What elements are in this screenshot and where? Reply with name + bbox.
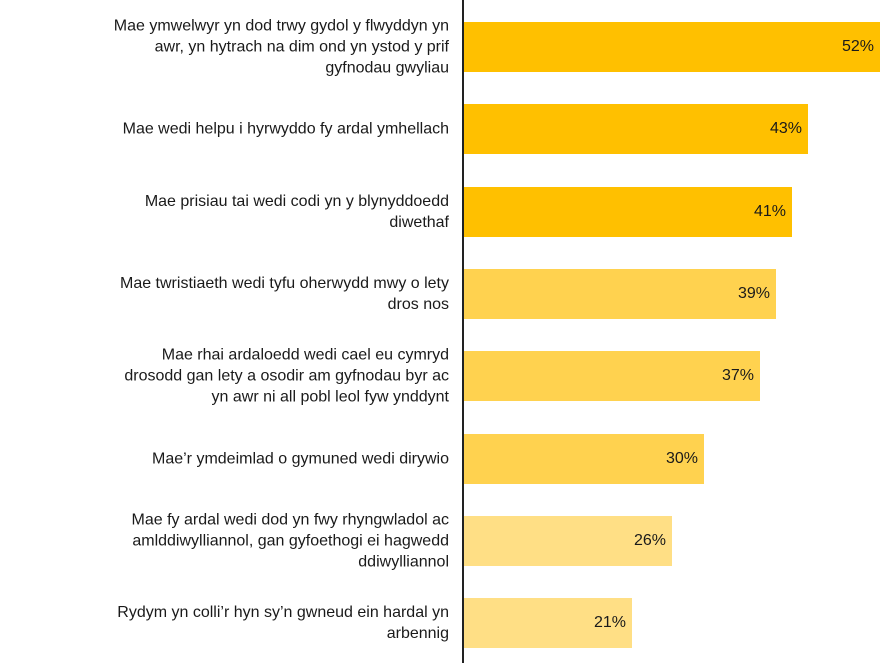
value-label: 37% — [721, 367, 754, 385]
category-label: Mae prisiau tai wedi codi yn y blynyddoe… — [144, 192, 449, 231]
value-label: 52% — [841, 38, 874, 56]
bar — [464, 351, 760, 402]
category-label: Mae fy ardal wedi dod yn fwy rhyngwladol… — [131, 511, 450, 571]
category-label: Mae ymwelwyr yn dod trwy gydol y flwyddy… — [113, 17, 449, 77]
category-label: Mae rhai ardaloedd wedi cael eu cymryd d… — [124, 346, 449, 406]
bar — [464, 22, 880, 73]
category-label: Mae twristiaeth wedi tyfu oherwydd mwy o… — [119, 275, 449, 314]
category-label: Mae wedi helpu i hyrwyddo fy ardal ymhel… — [122, 120, 449, 138]
bar — [464, 598, 632, 649]
bar — [464, 269, 776, 320]
value-label: 41% — [753, 202, 786, 220]
value-label: 43% — [769, 120, 802, 138]
value-label: 39% — [737, 285, 770, 303]
category-label: Rydym yn colli’r hyn sy’n gwneud ein har… — [117, 604, 449, 643]
bar — [464, 186, 792, 237]
axis-line — [462, 0, 464, 663]
value-label: 26% — [633, 531, 666, 549]
bar — [464, 515, 672, 566]
bar — [464, 433, 704, 484]
bar — [464, 104, 808, 155]
category-label: Mae’r ymdeimlad o gymuned wedi dirywio — [151, 450, 449, 468]
value-label: 30% — [665, 449, 698, 467]
value-label: 21% — [593, 614, 626, 632]
